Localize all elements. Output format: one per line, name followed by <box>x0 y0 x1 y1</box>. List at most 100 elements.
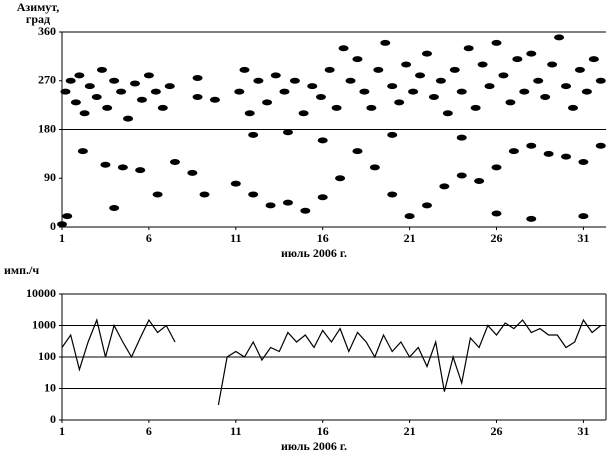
point <box>102 104 113 111</box>
point <box>65 77 76 84</box>
point <box>74 72 85 79</box>
point <box>352 56 363 63</box>
y-tick-label: 100 <box>38 349 56 363</box>
data-line <box>61 317 602 406</box>
point <box>463 45 474 52</box>
point <box>449 66 460 73</box>
point <box>164 83 175 90</box>
point <box>345 77 356 84</box>
point <box>289 77 300 84</box>
point <box>477 61 488 68</box>
x-tick-label: 21 <box>404 231 416 245</box>
point <box>380 39 391 46</box>
point <box>491 210 502 217</box>
point <box>543 150 554 157</box>
point <box>57 221 67 228</box>
x-tick-label: 16 <box>317 424 329 438</box>
point <box>484 83 495 90</box>
y-tick-label: 0 <box>50 412 56 426</box>
point <box>187 169 198 176</box>
point <box>435 77 446 84</box>
point <box>401 61 412 68</box>
x-tick-label: 1 <box>59 231 65 245</box>
point <box>79 110 90 117</box>
point <box>404 213 415 220</box>
y-tick-label: 0 <box>50 219 56 233</box>
point <box>234 88 245 95</box>
point <box>270 72 281 79</box>
point <box>387 83 398 90</box>
point <box>239 66 250 73</box>
point <box>508 148 519 155</box>
point <box>567 104 578 111</box>
point <box>192 75 203 82</box>
point <box>152 191 163 198</box>
y-tick-label: 1000 <box>32 317 56 331</box>
point <box>315 94 326 100</box>
point <box>442 110 453 117</box>
x-axis-title: июль 2006 г. <box>281 246 347 260</box>
x-tick-label: 16 <box>317 231 329 245</box>
point <box>109 77 120 84</box>
point <box>298 110 309 117</box>
point <box>199 191 210 198</box>
y-tick-label: 360 <box>38 24 56 38</box>
x-axis-title: июль 2006 г. <box>281 439 347 453</box>
point <box>123 115 134 122</box>
point <box>157 104 168 111</box>
point <box>561 83 572 90</box>
point <box>300 207 311 214</box>
point <box>470 104 481 111</box>
point <box>117 164 128 171</box>
point <box>595 142 606 149</box>
point <box>60 88 71 95</box>
point <box>505 99 516 106</box>
point <box>491 39 502 46</box>
point <box>143 72 154 79</box>
y-axis-title: имп./ч <box>4 263 39 277</box>
point <box>547 61 558 68</box>
point <box>331 104 342 111</box>
point <box>554 34 565 41</box>
x-tick-label: 1 <box>59 424 65 438</box>
point <box>456 134 467 141</box>
point <box>70 99 81 106</box>
point <box>116 88 127 95</box>
point <box>244 110 255 117</box>
point <box>519 88 530 95</box>
point <box>533 77 544 84</box>
point <box>96 66 107 73</box>
point <box>84 83 95 90</box>
y-axis-title: Азимут, <box>17 0 60 14</box>
point <box>581 88 592 95</box>
point <box>439 183 450 190</box>
y-tick-label: 180 <box>38 121 56 135</box>
x-tick-label: 31 <box>577 231 589 245</box>
point <box>456 172 467 179</box>
point <box>387 131 398 138</box>
point <box>135 167 146 174</box>
y-tick-label: 90 <box>44 170 56 184</box>
y-axis-title: град <box>26 12 50 26</box>
point <box>421 202 432 209</box>
point <box>421 50 432 57</box>
point <box>136 96 147 103</box>
point <box>595 77 606 84</box>
point <box>408 88 419 95</box>
point <box>526 215 537 222</box>
x-tick-label: 26 <box>491 231 503 245</box>
point <box>129 80 140 87</box>
point <box>578 159 589 165</box>
point <box>387 191 398 198</box>
point <box>335 175 346 182</box>
point <box>491 164 502 171</box>
y-tick-label: 10000 <box>26 286 56 300</box>
point <box>62 213 73 220</box>
point <box>282 199 293 206</box>
point <box>359 88 370 95</box>
point <box>253 77 264 84</box>
point <box>230 180 241 187</box>
point <box>192 94 203 100</box>
point <box>428 94 439 100</box>
